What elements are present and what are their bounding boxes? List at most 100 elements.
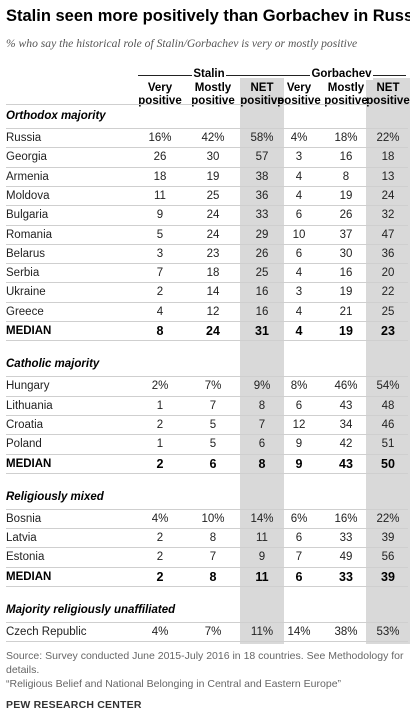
column-header-line: positive — [366, 95, 410, 107]
table-cell: 14% — [287, 626, 311, 638]
section-label: Catholic majority — [6, 358, 100, 371]
table-cell: 16 — [339, 267, 353, 280]
table-cell: 2 — [156, 456, 164, 471]
table-cell: 20 — [381, 267, 395, 280]
column-group-label: Stalin — [192, 68, 226, 80]
table-cell: 6 — [295, 209, 303, 222]
country-label: Serbia — [6, 267, 40, 280]
table-cell: 36 — [255, 189, 269, 202]
table-cell: 33 — [339, 569, 353, 584]
column-group-stalin: Stalin — [134, 68, 284, 80]
row-rule — [6, 547, 408, 549]
table-cell: 16% — [148, 132, 172, 144]
table-cell: 13 — [381, 170, 395, 183]
table-cell: 43 — [339, 456, 353, 471]
row-rule — [6, 414, 408, 416]
table-cell: 16% — [334, 512, 358, 525]
table-cell: 36 — [381, 247, 395, 260]
table-cell: 7 — [209, 399, 217, 412]
table-cell: 11 — [256, 532, 268, 545]
header-rule — [6, 104, 408, 105]
table-cell: 24 — [381, 189, 395, 202]
row-rule — [6, 376, 408, 378]
section-label: Religiously mixed — [6, 490, 104, 503]
table-cell: 58% — [250, 132, 274, 144]
table-cell: 16 — [255, 305, 269, 318]
gorbachev-net-highlight — [366, 78, 410, 644]
row-rule — [6, 508, 408, 510]
table-cell: 33 — [255, 209, 269, 222]
median-label: MEDIAN — [6, 457, 52, 470]
table-cell: 32 — [381, 209, 395, 222]
column-header-line: Very — [286, 82, 312, 94]
table-cell: 14% — [250, 512, 274, 525]
table-cell: 25 — [206, 189, 220, 202]
table-cell: 1 — [156, 438, 164, 451]
table-cell: 31 — [255, 324, 269, 338]
country-label: Georgia — [6, 151, 47, 164]
column-header-line: Mostly — [194, 82, 232, 94]
table-cell: 22% — [376, 132, 400, 144]
table-cell: 53% — [376, 626, 400, 638]
section-label: Majority religiously unaffiliated — [6, 604, 176, 616]
row-rule — [6, 566, 408, 568]
row-rule — [6, 622, 408, 623]
table-cell: 16 — [339, 151, 353, 164]
median-label: MEDIAN — [6, 325, 52, 337]
table-cell: 5 — [209, 418, 217, 431]
table-cell: 2 — [156, 418, 164, 431]
row-rule — [6, 243, 408, 245]
stalin-net-highlight — [240, 78, 284, 644]
table-cell: 9 — [258, 551, 266, 564]
country-label: Czech Republic — [6, 626, 87, 638]
chart-subtitle: % who say the historical role of Stalin/… — [6, 37, 358, 50]
country-label: Moldova — [6, 189, 50, 202]
table-cell: 46 — [381, 418, 395, 431]
country-label: Belarus — [6, 247, 45, 260]
table-cell: 54% — [376, 380, 400, 393]
table-cell: 8 — [342, 170, 350, 183]
country-label: Greece — [6, 305, 44, 318]
table-cell: 7% — [204, 626, 222, 638]
country-label: Hungary — [6, 380, 50, 393]
table-cell: 4 — [295, 305, 303, 318]
table-cell: 8 — [209, 569, 217, 584]
table-cell: 22 — [381, 286, 395, 299]
table-cell: 3 — [295, 286, 303, 299]
table-cell: 6 — [295, 569, 303, 584]
table-cell: 29 — [255, 228, 269, 241]
section-end-rule — [6, 641, 408, 643]
table-cell: 7% — [204, 380, 222, 393]
table-cell: 11 — [154, 189, 166, 202]
table-cell: 51 — [381, 438, 395, 451]
table-cell: 48 — [381, 399, 395, 412]
country-label: Armenia — [6, 170, 49, 183]
column-header-line: Mostly — [327, 82, 365, 94]
column-group-label: Gorbachev — [310, 68, 373, 80]
country-label: Poland — [6, 438, 42, 451]
row-rule — [6, 224, 408, 226]
row-rule — [6, 263, 408, 265]
table-cell: 10 — [292, 228, 306, 241]
table-cell: 33 — [339, 532, 353, 545]
table-cell: 7 — [258, 418, 266, 431]
country-label: Bosnia — [6, 512, 42, 525]
section-label: Orthodox majority — [6, 110, 106, 122]
table-cell: 2 — [156, 532, 164, 545]
table-cell: 2 — [156, 551, 164, 564]
table-cell: 8 — [258, 399, 266, 412]
table-cell: 5 — [156, 228, 164, 241]
table-cell: 24 — [206, 228, 220, 241]
table-cell: 21 — [339, 305, 353, 318]
table-cell: 26 — [255, 247, 269, 260]
table-cell: 6 — [209, 456, 217, 471]
country-label: Romania — [6, 228, 53, 241]
section-end-rule — [6, 472, 408, 474]
country-label: Lithuania — [6, 399, 53, 412]
column-header-line: positive — [277, 95, 321, 107]
table-cell: 4 — [295, 267, 303, 280]
table-cell: 6 — [295, 532, 303, 545]
table-cell: 57 — [255, 151, 269, 164]
table-cell: 19 — [206, 170, 220, 183]
table-cell: 18 — [206, 267, 220, 280]
